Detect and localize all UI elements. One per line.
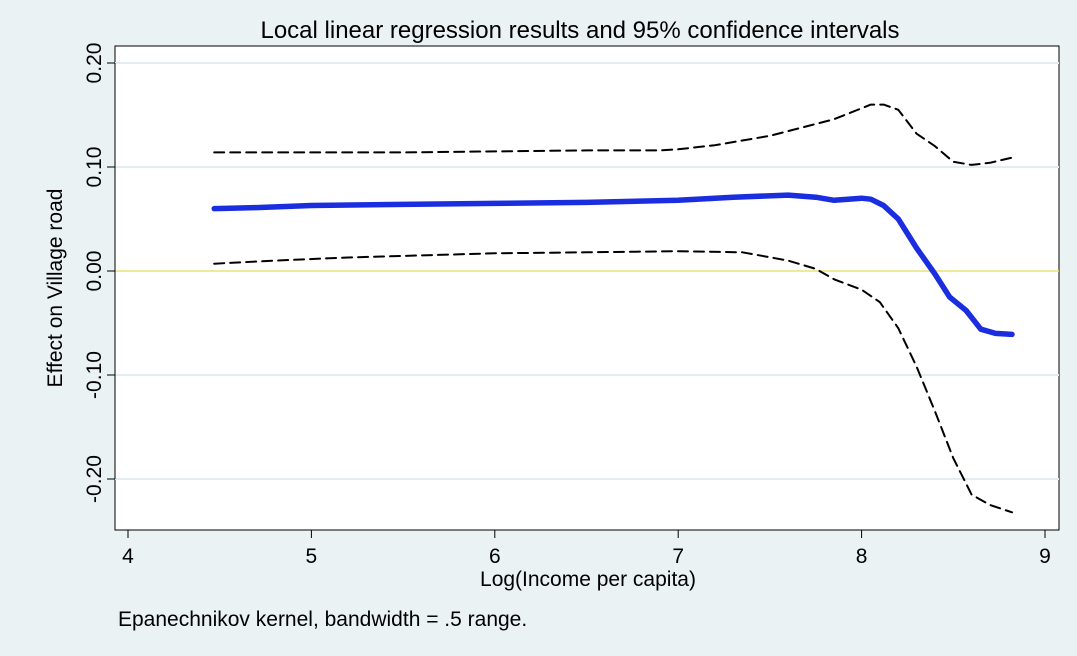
series-layer	[211, 103, 1015, 514]
fitted-line	[211, 192, 1015, 338]
y-tick-label-3: -0.10	[83, 351, 106, 399]
chart-note: Epanechnikov kernel, bandwidth = .5 rang…	[118, 608, 527, 631]
x-tick-label-4: 8	[856, 545, 868, 568]
gridlines	[115, 62, 1059, 480]
y-tick-label-2: 0.00	[83, 251, 106, 292]
y-axis-title: Effect on Village road	[44, 189, 67, 388]
plot-area-group	[114, 45, 1060, 531]
y-tick-label-1: 0.10	[83, 147, 106, 188]
y-tick-label-4: -0.20	[83, 455, 106, 503]
y-axis-ticks: 0.20 0.10 0.00 -0.10 -0.20	[83, 43, 115, 503]
y-tick-label-0: 0.20	[83, 43, 106, 84]
chart-title: Local linear regression results and 95% …	[260, 17, 899, 44]
plot-area	[114, 45, 1060, 531]
x-tick-label-0: 4	[122, 545, 134, 568]
upper-ci-line	[213, 103, 1013, 166]
x-axis-title: Log(Income per capita)	[480, 568, 696, 591]
x-tick-label-3: 7	[672, 545, 684, 568]
x-tick-label-2: 6	[489, 545, 501, 568]
x-tick-label-5: 9	[1039, 545, 1051, 568]
lower-ci-line	[213, 250, 1013, 514]
x-axis-ticks: 4 5 6 7 8 9	[122, 530, 1051, 568]
x-tick-label-1: 5	[306, 545, 318, 568]
